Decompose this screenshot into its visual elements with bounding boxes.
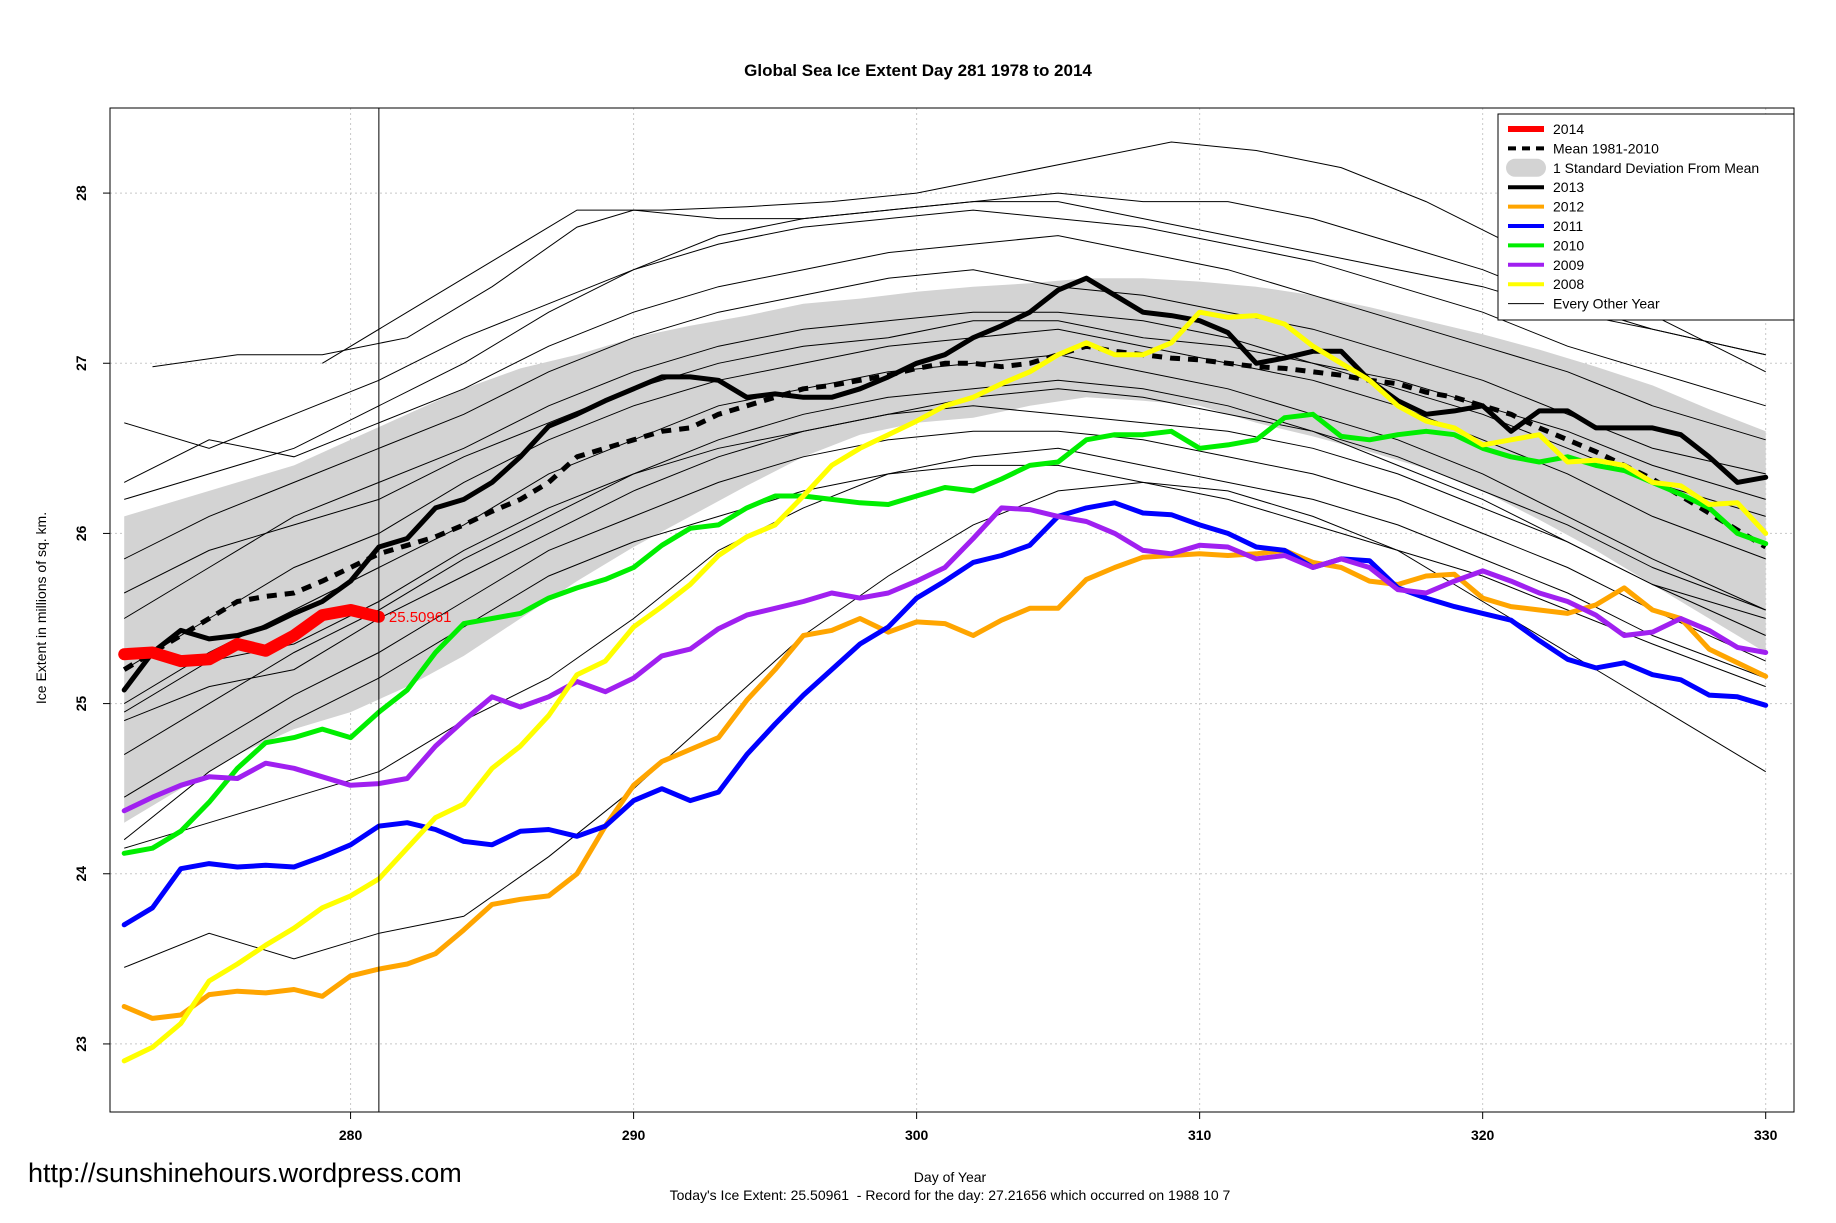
other-year-line — [123, 269, 1766, 560]
series-line-2011 — [121, 500, 1769, 928]
series-line-2013 — [121, 275, 1769, 693]
legend-label: 2014 — [1553, 121, 1584, 137]
axes-layer: 25.50961 280 290 300 310 320 330 23 24 25 26 27 28 — [73, 107, 1795, 1143]
y-tick-label: 27 — [73, 355, 89, 371]
chart-title: Global Sea Ice Extent Day 281 1978 to 20… — [744, 61, 1092, 80]
std-deviation-band — [124, 278, 1766, 823]
y-tick-label: 26 — [73, 525, 89, 541]
other-year-line — [123, 235, 1766, 483]
other-year-line — [123, 379, 1766, 756]
x-axis-label: Day of Year — [914, 1169, 987, 1185]
x-tick-label: 290 — [622, 1127, 646, 1143]
x-tick-label: 330 — [1754, 1127, 1778, 1143]
legend-label: 2010 — [1553, 237, 1584, 253]
x-tick-label: 320 — [1471, 1127, 1495, 1143]
other-year-line — [123, 430, 1766, 798]
legend-label: 2011 — [1553, 218, 1583, 234]
series-line-2010 — [121, 411, 1769, 856]
x-tick-label: 300 — [905, 1127, 929, 1143]
y-tick-label: 25 — [73, 696, 89, 712]
other-year-line — [124, 481, 1766, 968]
footer-note: Today's Ice Extent: 25.50961 - Record fo… — [670, 1187, 1231, 1203]
legend-label: 2008 — [1553, 276, 1584, 292]
x-tick-label: 280 — [339, 1127, 363, 1143]
legend-swatch — [1506, 158, 1546, 177]
plot-frame — [109, 107, 1795, 1113]
y-tick-label: 23 — [73, 1036, 89, 1052]
legend-label: 2009 — [1553, 257, 1584, 273]
legend: 2014 Mean 1981-2010 1 Standard Deviation F… — [1497, 113, 1795, 321]
series-line-2009 — [121, 505, 1769, 814]
std-band-layer — [124, 278, 1766, 823]
series-line-2012 — [121, 547, 1769, 1021]
other-year-line — [124, 388, 1766, 722]
other-year-line — [152, 201, 1766, 368]
highlight-series-layer — [118, 275, 1769, 1064]
legend-label: Every Other Year — [1553, 296, 1660, 312]
x-tick-label: 310 — [1188, 1127, 1212, 1143]
other-year-line — [123, 405, 1766, 713]
current-value-annotation: 25.50961 — [389, 609, 452, 626]
y-tick-label: 28 — [73, 185, 89, 201]
legend-label: 1 Standard Deviation From Mean — [1553, 160, 1759, 176]
legend-box — [1497, 113, 1795, 321]
other-years-layer — [123, 141, 1766, 968]
other-year-line — [124, 209, 1766, 500]
legend-label: 2013 — [1553, 179, 1584, 195]
y-tick-label: 24 — [73, 866, 89, 882]
url-watermark: http://sunshinehours.wordpress.com — [28, 1158, 462, 1188]
series-line-2008 — [121, 309, 1769, 1064]
y-axis-label: Ice Extent in millions of sq. km. — [33, 512, 49, 704]
series-line-2014 — [118, 604, 385, 668]
other-year-line — [123, 320, 1766, 594]
legend-label: 2012 — [1553, 199, 1584, 215]
series-line-mean-1981-2010 — [122, 343, 1767, 672]
legend-label: Mean 1981-2010 — [1553, 140, 1659, 156]
other-year-line — [124, 447, 1766, 849]
other-year-line — [123, 464, 1766, 841]
